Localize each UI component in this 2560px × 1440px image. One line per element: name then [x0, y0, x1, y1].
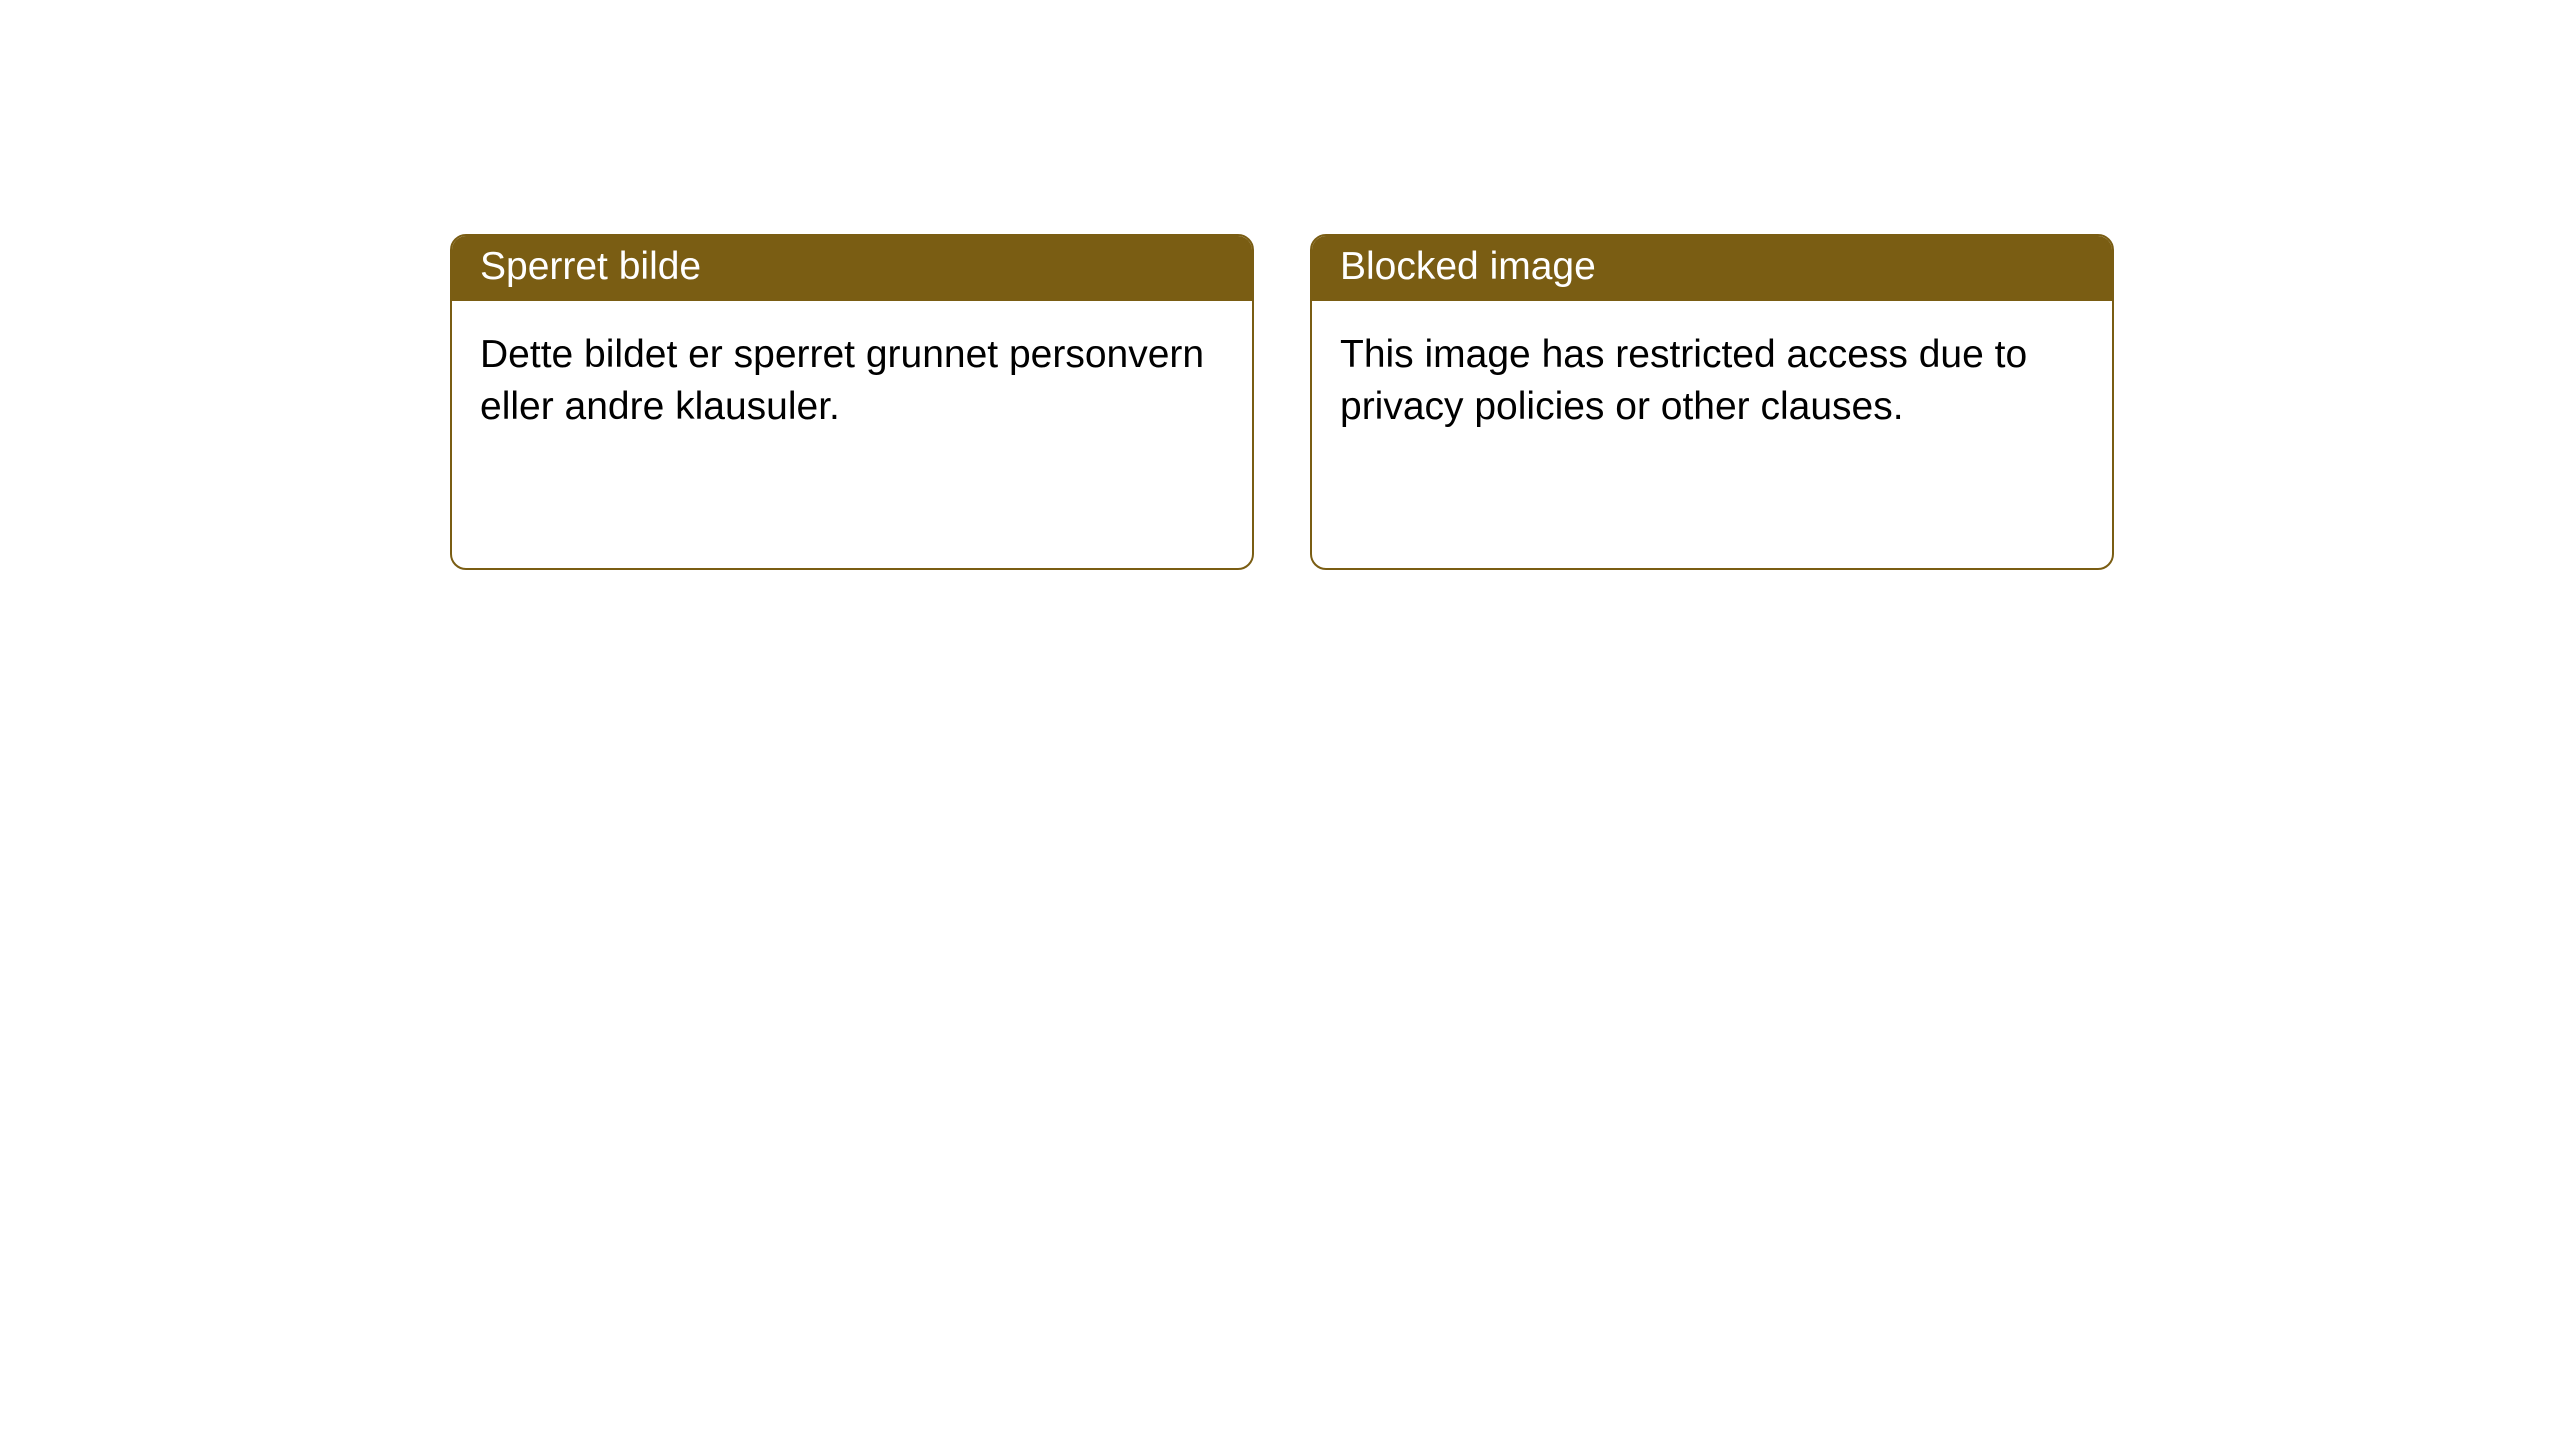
- card-body-norwegian: Dette bildet er sperret grunnet personve…: [452, 301, 1252, 462]
- card-header-english: Blocked image: [1312, 236, 2112, 301]
- notice-card-english: Blocked image This image has restricted …: [1310, 234, 2114, 570]
- card-body-english: This image has restricted access due to …: [1312, 301, 2112, 462]
- card-header-norwegian: Sperret bilde: [452, 236, 1252, 301]
- notice-card-norwegian: Sperret bilde Dette bildet er sperret gr…: [450, 234, 1254, 570]
- notice-cards-container: Sperret bilde Dette bildet er sperret gr…: [450, 234, 2560, 570]
